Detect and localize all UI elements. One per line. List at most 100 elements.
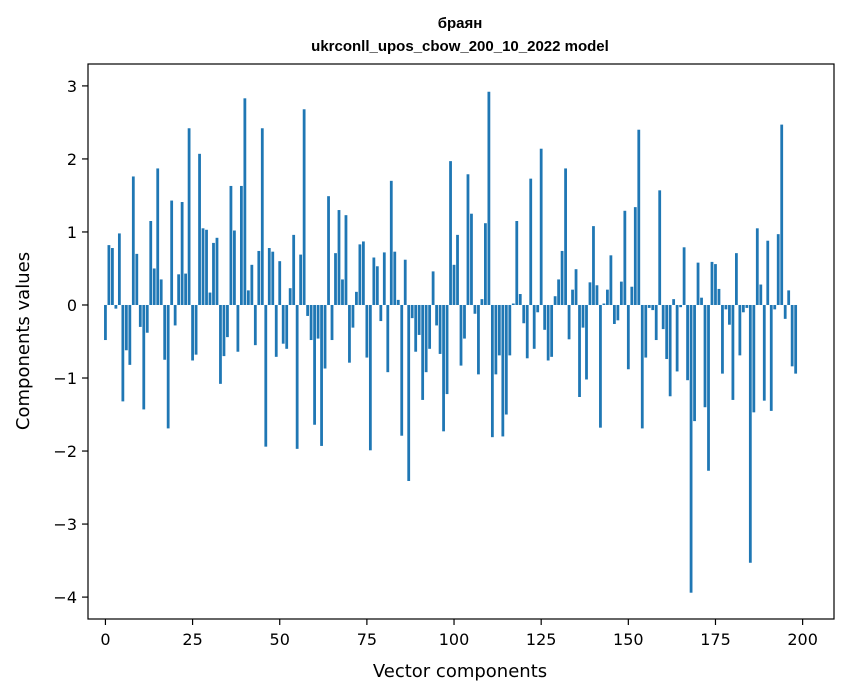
- bar-43: [253, 304, 257, 346]
- bar-38: [236, 304, 240, 352]
- bar-30: [208, 292, 212, 305]
- bar-61: [316, 304, 320, 339]
- bar-0: [104, 304, 107, 341]
- bar-83: [393, 251, 397, 305]
- bar-175: [714, 264, 717, 305]
- y-tick-label--1: −1: [53, 369, 77, 388]
- bar-2: [111, 248, 114, 305]
- bar-161: [665, 304, 669, 360]
- bar-184: [745, 304, 749, 308]
- bar-47: [267, 248, 271, 305]
- bar-114: [501, 304, 505, 437]
- bar-85: [400, 304, 404, 436]
- bar-170: [696, 262, 700, 305]
- bar-166: [682, 247, 686, 305]
- bar-10: [138, 304, 142, 327]
- bar-18: [166, 304, 170, 429]
- bar-21: [177, 274, 181, 305]
- bar-36: [229, 185, 233, 305]
- bar-150: [626, 304, 630, 370]
- bar-6: [124, 304, 128, 351]
- bar-110: [487, 91, 491, 305]
- bar-67: [337, 210, 341, 305]
- bar-87: [407, 304, 411, 481]
- bar-88: [410, 304, 414, 319]
- bar-117: [511, 303, 515, 305]
- bar-95: [435, 304, 438, 326]
- bar-174: [710, 261, 714, 305]
- bar-159: [658, 190, 662, 305]
- x-tick-label-150: 150: [613, 630, 644, 649]
- bar-151: [630, 286, 634, 305]
- bar-52: [285, 304, 289, 349]
- bar-9: [135, 253, 139, 305]
- bar-39: [239, 185, 243, 305]
- bar-81: [386, 304, 390, 373]
- bars-group: [104, 91, 798, 593]
- bar-13: [149, 221, 153, 305]
- x-tick-label-50: 50: [270, 630, 290, 649]
- bar-98: [445, 304, 449, 395]
- bar-143: [602, 303, 606, 305]
- bar-187: [755, 228, 759, 305]
- bar-75: [365, 304, 369, 358]
- bar-103: [463, 304, 466, 339]
- bar-152: [633, 207, 637, 305]
- bar-50: [278, 261, 282, 305]
- bar-160: [661, 304, 665, 330]
- bar-116: [508, 304, 512, 356]
- bar-188: [759, 284, 763, 305]
- bar-25: [191, 304, 194, 361]
- bar-129: [553, 296, 557, 305]
- bar-112: [494, 304, 498, 375]
- bar-179: [728, 304, 731, 325]
- bar-156: [647, 304, 651, 308]
- bar-70: [348, 304, 351, 363]
- bar-149: [623, 210, 627, 305]
- bar-23: [184, 273, 187, 305]
- bar-120: [522, 304, 526, 324]
- bar-26: [194, 304, 198, 355]
- bar-1: [107, 245, 111, 305]
- bar-162: [668, 304, 672, 397]
- bar-133: [567, 304, 571, 340]
- bar-196: [787, 290, 791, 305]
- bar-153: [637, 129, 641, 305]
- bar-66: [334, 253, 337, 305]
- bar-106: [473, 304, 477, 314]
- bar-7: [128, 304, 132, 365]
- bar-181: [735, 253, 738, 305]
- bar-46: [264, 304, 268, 447]
- bar-146: [612, 304, 616, 324]
- bar-14: [152, 268, 156, 305]
- bar-17: [163, 304, 167, 360]
- bar-124: [536, 304, 540, 313]
- bar-107: [477, 304, 480, 375]
- bar-4: [117, 233, 121, 305]
- bar-178: [724, 304, 728, 310]
- bar-142: [599, 304, 602, 428]
- x-tick-label-75: 75: [357, 630, 377, 649]
- bar-35: [226, 304, 229, 338]
- bar-172: [703, 304, 707, 408]
- bar-158: [654, 304, 658, 341]
- bar-165: [679, 304, 683, 308]
- bar-72: [355, 291, 358, 305]
- bar-57: [302, 109, 306, 305]
- bar-177: [721, 304, 724, 374]
- x-axis-ticks: 0 25 50 75 100 125 150 175 200: [100, 619, 818, 649]
- bar-82: [389, 180, 393, 305]
- bar-173: [707, 304, 710, 471]
- bar-37: [233, 230, 236, 305]
- bar-118: [515, 221, 519, 305]
- y-axis-label: Components values: [13, 252, 34, 430]
- bar-77: [372, 257, 376, 305]
- bar-139: [588, 282, 592, 305]
- bar-101: [456, 234, 459, 305]
- bar-138: [585, 304, 588, 380]
- bar-141: [595, 285, 599, 305]
- x-tick-label-125: 125: [526, 630, 557, 649]
- bar-55: [295, 304, 299, 449]
- bar-34: [222, 304, 226, 357]
- bar-62: [320, 304, 323, 446]
